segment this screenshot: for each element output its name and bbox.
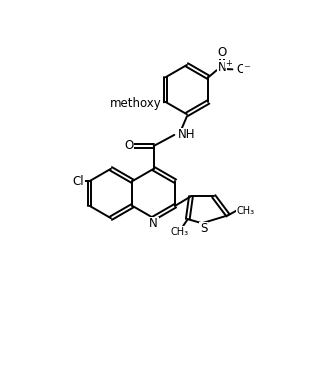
- Text: O: O: [236, 63, 245, 76]
- Text: O: O: [124, 139, 133, 152]
- Text: NH: NH: [178, 128, 195, 141]
- Text: O: O: [148, 97, 157, 110]
- Text: +: +: [225, 59, 232, 68]
- Text: ⁻: ⁻: [243, 63, 251, 76]
- Text: CH₃: CH₃: [236, 206, 255, 215]
- Text: N: N: [149, 217, 158, 230]
- Text: O: O: [217, 46, 226, 59]
- Text: Cl: Cl: [73, 175, 84, 188]
- Text: S: S: [200, 222, 207, 236]
- Text: methoxy: methoxy: [110, 97, 162, 110]
- Text: CH₃: CH₃: [171, 227, 189, 237]
- Text: N: N: [218, 61, 227, 74]
